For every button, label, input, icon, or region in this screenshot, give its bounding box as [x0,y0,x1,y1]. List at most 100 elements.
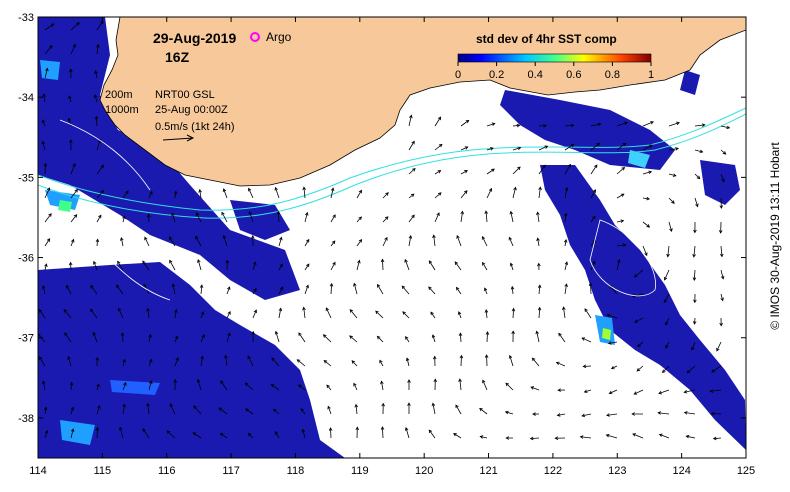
current-arrow [278,308,282,319]
current-arrow [93,261,98,271]
current-arrow [694,149,703,153]
current-arrow [687,365,696,374]
current-arrow [694,124,705,127]
current-arrow [169,236,176,247]
current-arrow [456,287,462,295]
current-arrow-head [119,426,123,431]
current-arrow-head [564,261,569,266]
current-arrow-head [302,306,306,311]
current-arrow [192,432,202,439]
current-arrow [278,237,282,247]
current-arrow-head [508,236,512,241]
current-arrow-head [274,186,278,191]
current-arrow [197,379,202,391]
current-arrow-head [351,360,356,364]
current-arrow-head [505,382,510,387]
current-arrow-head [200,355,204,360]
current-arrow [460,170,468,175]
current-arrow [432,403,436,415]
current-arrow-head [44,263,48,268]
current-arrow-head [671,200,675,204]
current-arrow-head [718,230,723,234]
current-arrow-head [636,368,641,372]
current-arrow [458,311,462,319]
current-arrow [247,355,254,367]
current-arrow-head [556,413,561,417]
current-arrow [616,143,626,151]
current-arrow-head [197,259,201,263]
current-arrow [564,187,568,199]
current-arrow [720,293,724,301]
current-arrow [70,163,76,175]
current-arrow [642,121,654,127]
current-arrow [63,309,72,319]
current-arrow-head [404,258,408,263]
current-arrow-head [123,381,127,386]
current-arrow-head [488,187,493,192]
current-arrow-head [617,258,621,263]
current-arrow-head [570,143,575,148]
current-arrow [249,211,254,223]
current-arrow [142,428,150,439]
current-arrow-head [253,287,257,292]
current-arrow [482,262,488,271]
current-arrow [511,286,514,295]
current-arrow [530,437,540,440]
current-arrow [720,149,726,155]
current-arrow-head [174,309,178,313]
current-arrow [273,408,280,415]
current-arrow-head [67,355,71,360]
current-arrow [658,412,670,415]
current-arrow-head [149,358,153,363]
current-arrow [226,311,231,319]
current-arrow [42,285,46,295]
current-arrow-head [227,332,231,337]
current-arrow [382,237,388,247]
current-arrow [44,430,48,439]
current-arrow-head [50,23,55,27]
current-arrow-head [251,235,255,239]
current-arrow-head [171,283,176,288]
current-arrow-head [510,285,515,290]
current-arrow-head [489,147,494,151]
current-arrow-head [251,330,255,335]
current-arrow [148,359,152,367]
current-arrow [606,413,618,416]
current-arrow-head [661,369,666,374]
current-arrow-head [90,284,94,289]
x-tick-label: 120 [415,465,433,477]
current-arrow-head [607,341,612,345]
current-arrow [720,173,725,182]
current-arrow [616,244,626,247]
current-arrow-head [325,307,329,312]
current-arrow [96,164,104,175]
current-arrow [616,122,628,127]
current-arrow-head [581,337,586,341]
current-arrow-head [327,405,331,410]
current-arrow [538,187,541,199]
current-arrow [356,260,360,271]
current-arrow-head [432,355,437,360]
current-arrow-head [219,432,224,437]
current-arrow [174,191,177,199]
current-arrow-head [683,411,688,415]
current-arrow [382,259,384,271]
current-arrow [44,45,53,55]
current-arrow [122,382,127,391]
x-tick-label: 114 [29,465,47,477]
current-arrow-head [454,261,459,265]
current-arrow [538,164,546,175]
current-arrow [44,187,50,199]
current-arrow-head [437,192,442,196]
current-arrow-head [484,309,489,313]
current-arrow-head [271,357,275,362]
current-arrow [634,269,644,278]
current-arrow-head [120,332,125,336]
current-arrow [70,214,77,223]
current-arrow-head [606,313,611,318]
current-arrow-head [710,411,715,416]
current-arrow-head [411,214,415,219]
current-arrow [564,144,574,151]
current-arrow [330,283,333,295]
current-arrow-head [716,347,720,352]
